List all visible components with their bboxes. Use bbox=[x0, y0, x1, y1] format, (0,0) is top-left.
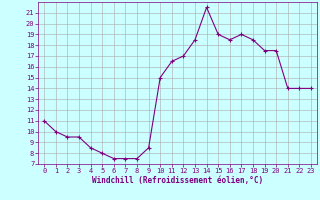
X-axis label: Windchill (Refroidissement éolien,°C): Windchill (Refroidissement éolien,°C) bbox=[92, 176, 263, 185]
